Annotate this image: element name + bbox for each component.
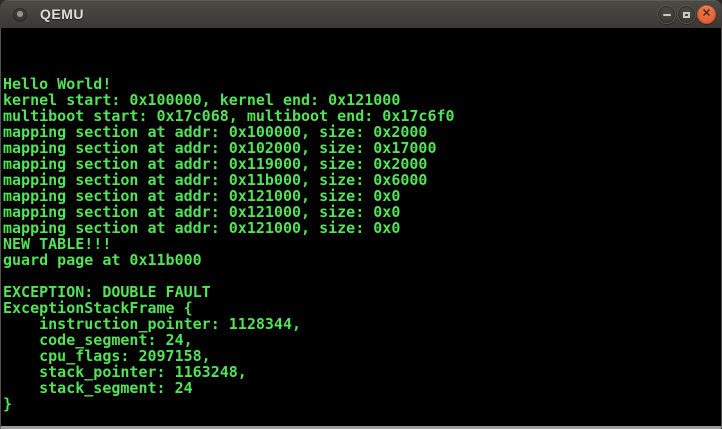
- terminal-line: mapping section at addr: 0x100000, size:…: [3, 123, 428, 141]
- terminal-line: }: [3, 395, 13, 413]
- window-title: QEMU: [40, 6, 84, 22]
- terminal-display[interactable]: Hello World! kernel start: 0x100000, ker…: [0, 28, 722, 429]
- window-controls: ✕: [657, 5, 716, 25]
- close-button[interactable]: ✕: [697, 5, 716, 24]
- terminal-line: code_segment: 24,: [3, 331, 193, 349]
- terminal-line: instruction_pointer: 1128344,: [3, 315, 302, 333]
- maximize-button[interactable]: [677, 5, 696, 24]
- terminal-line: mapping section at addr: 0x121000, size:…: [3, 219, 401, 237]
- terminal-line: [1, 268, 721, 284]
- terminal-line: ExceptionStackFrame {: [3, 299, 193, 317]
- terminal-line: stack_segment: 24: [3, 379, 193, 397]
- terminal-line: [1, 28, 721, 44]
- terminal-line: [1, 60, 721, 76]
- terminal-line: guard page at 0x11b000: [3, 251, 202, 269]
- titlebar[interactable]: QEMU ✕: [0, 0, 722, 28]
- close-icon: ✕: [701, 7, 712, 20]
- terminal-line: mapping section at addr: 0x119000, size:…: [3, 155, 428, 173]
- terminal-line: mapping section at addr: 0x121000, size:…: [3, 187, 401, 205]
- minimize-button[interactable]: [657, 5, 676, 24]
- terminal-line: mapping section at addr: 0x102000, size:…: [3, 139, 437, 157]
- window-menu-icon[interactable]: [13, 8, 27, 22]
- minimize-icon: [662, 13, 671, 16]
- terminal-line: NEW TABLE!!!: [3, 235, 112, 253]
- terminal-line: Hello World!: [3, 75, 112, 93]
- terminal-line: multiboot start: 0x17c068, multiboot end…: [3, 107, 455, 125]
- terminal-line: mapping section at addr: 0x121000, size:…: [3, 203, 401, 221]
- terminal-line: cpu_flags: 2097158,: [3, 347, 211, 365]
- terminal-line: mapping section at addr: 0x11b000, size:…: [3, 171, 428, 189]
- terminal-line: [1, 44, 721, 60]
- window-icon-dot: [17, 11, 23, 17]
- maximize-icon: [683, 11, 690, 18]
- terminal-line: kernel start: 0x100000, kernel end: 0x12…: [3, 91, 401, 109]
- terminal-line: EXCEPTION: DOUBLE FAULT: [3, 283, 211, 301]
- terminal-line: [1, 412, 721, 426]
- terminal-line: stack_pointer: 1163248,: [3, 363, 247, 381]
